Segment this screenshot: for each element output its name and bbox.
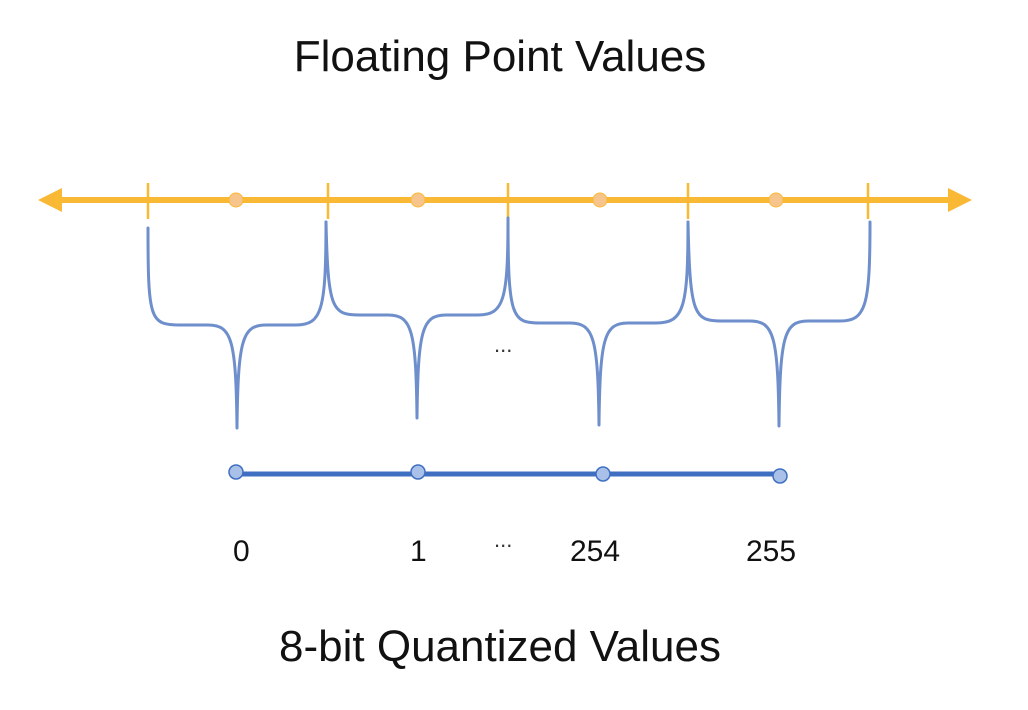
quantized-point	[595, 466, 611, 482]
quantized-label-255: 255	[746, 535, 796, 568]
float-axis-arrow-left	[38, 188, 62, 212]
float-point	[768, 192, 784, 208]
quantized-number-line	[228, 464, 788, 484]
float-point	[410, 192, 426, 208]
mapping-braces	[146, 216, 872, 430]
quantized-point	[410, 464, 426, 480]
brace-255	[686, 220, 872, 428]
float-point	[228, 192, 244, 208]
float-number-line	[38, 183, 972, 219]
brace-1	[324, 216, 510, 420]
quantized-point	[772, 468, 788, 484]
quantized-label-1: 1	[410, 535, 427, 568]
ellipsis-bottom: ...	[494, 527, 512, 552]
title-floating-point: Floating Point Values	[293, 32, 707, 81]
brace-0	[146, 220, 328, 430]
quantized-point	[228, 464, 244, 480]
float-point	[592, 192, 608, 208]
ellipsis-middle: ...	[494, 332, 512, 357]
float-axis-arrow-right	[948, 188, 972, 212]
quantized-label-254: 254	[570, 535, 620, 568]
quantized-labels: 0 1 ... 254 255	[233, 527, 796, 568]
title-quantized: 8-bit Quantized Values	[279, 622, 721, 671]
brace-254	[506, 216, 690, 427]
quantized-label-0: 0	[233, 535, 250, 568]
